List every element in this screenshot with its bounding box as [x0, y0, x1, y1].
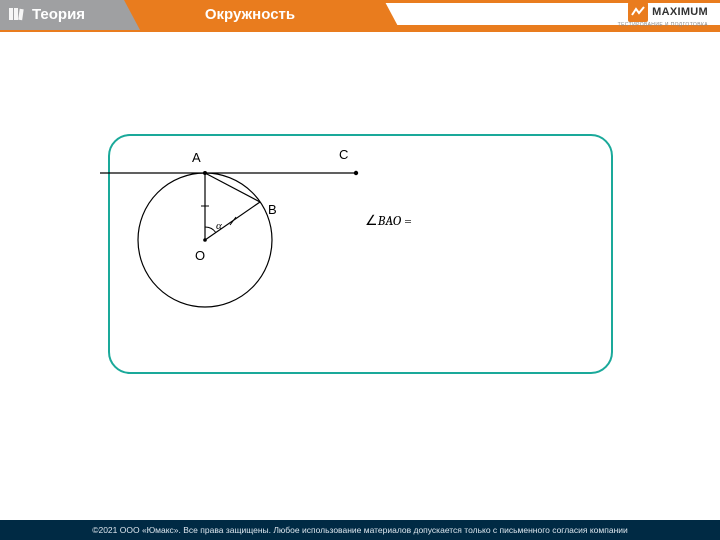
equation-body: BAO: [378, 212, 401, 229]
equation-suffix: =: [401, 212, 412, 229]
logo: MAXIMUM: [628, 2, 708, 22]
point-label-b: B: [268, 202, 277, 217]
header-title-tab: Окружность: [100, 0, 400, 30]
header-section-tab: Теория: [0, 0, 140, 30]
point-label-o: O: [195, 248, 205, 263]
angle-label-alpha: α: [216, 220, 222, 232]
header-title: Окружность: [205, 6, 295, 23]
logo-text: MAXIMUM: [652, 6, 708, 18]
angle-symbol: ∠: [365, 212, 378, 229]
point-label-a: A: [192, 150, 201, 165]
equation: ∠BAO =: [365, 212, 412, 229]
header-section-label: Теория: [32, 6, 85, 23]
footer-text: ©2021 ООО «Юмакс». Все права защищены. Л…: [92, 525, 628, 535]
footer: ©2021 ООО «Юмакс». Все права защищены. Л…: [0, 520, 720, 540]
geometry-diagram: [0, 0, 720, 540]
logo-subtext: ТЕСТИРОВАНИЕ И ПОДГОТОВКА: [618, 22, 708, 28]
point-label-c: C: [339, 147, 348, 162]
book-icon: [8, 6, 24, 22]
logo-badge-icon: [628, 2, 648, 22]
